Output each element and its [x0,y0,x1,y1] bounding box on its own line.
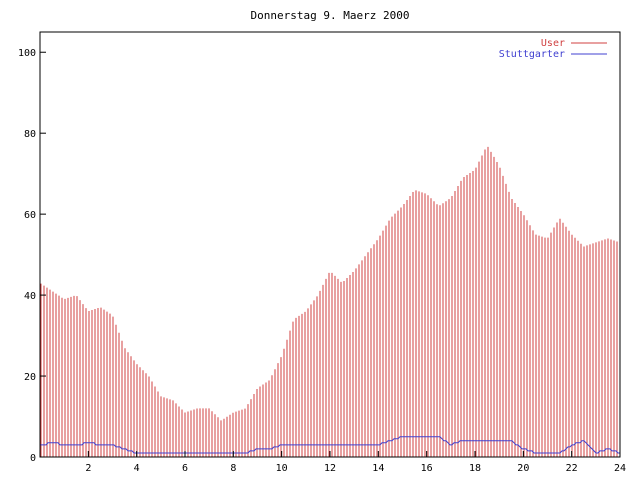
x-tick-label: 16 [421,463,433,474]
x-tick-label: 6 [182,463,188,474]
x-tick-label: 14 [372,463,384,474]
legend: User Stuttgarter [499,38,607,60]
x-tick-label: 20 [517,463,529,474]
x-tick-label: 24 [614,463,626,474]
x-tick-label: 2 [85,463,91,474]
y-tick-label: 20 [24,372,36,383]
x-tick-label: 8 [230,463,236,474]
chart-title: Donnerstag 9. Maerz 2000 [251,9,410,22]
y-tick-label: 40 [24,291,36,302]
y-axis: 0 20 40 60 80 100 [18,48,46,464]
x-tick-label: 10 [276,463,288,474]
x-axis: 2 4 6 8 10 12 14 16 18 20 22 24 [85,451,626,474]
legend-label-stuttgarter: Stuttgarter [499,49,565,60]
x-tick-label: 4 [134,463,140,474]
legend-label-user: User [541,38,565,49]
y-tick-label: 0 [30,453,36,464]
y-tick-label: 80 [24,129,36,140]
user-bars [40,146,618,457]
x-tick-label: 18 [469,463,481,474]
x-tick-label: 12 [324,463,336,474]
y-tick-label: 60 [24,210,36,221]
x-tick-label: 22 [566,463,578,474]
y-tick-label: 100 [18,48,36,59]
